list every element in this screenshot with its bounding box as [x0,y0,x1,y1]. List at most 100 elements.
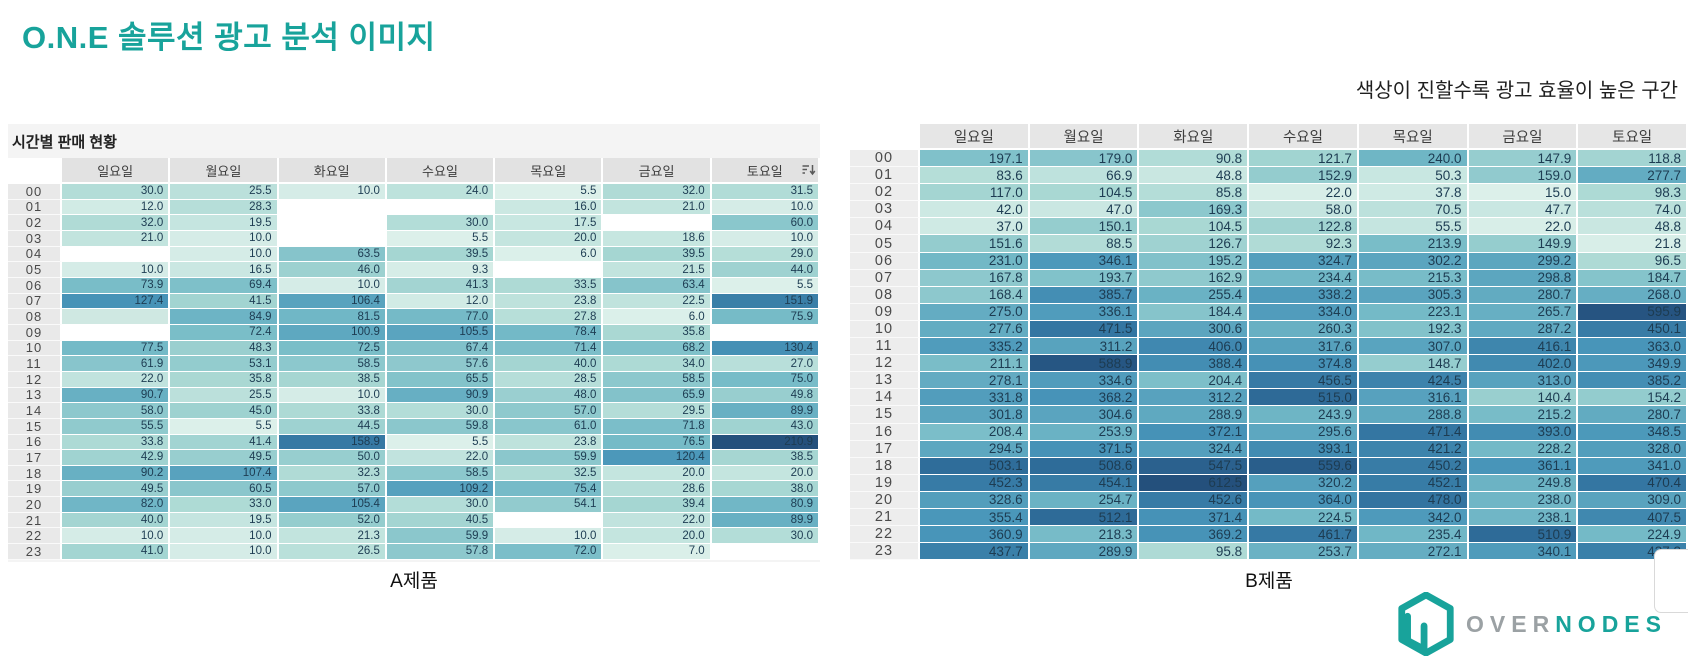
heatmap-cell[interactable]: 126.7 [1139,235,1250,253]
heatmap-cell[interactable]: 213.9 [1358,235,1469,253]
heatmap-cell[interactable]: 75.0 [711,371,820,388]
heatmap-cell[interactable]: 22.0 [1249,184,1359,202]
hour-label[interactable]: 20 [850,491,920,509]
heatmap-cell[interactable]: 151.9 [711,293,820,310]
heatmap-cell[interactable]: 50.0 [278,450,387,466]
heatmap-cell[interactable]: 10.0 [711,199,820,216]
heatmap-cell[interactable]: 16.5 [170,262,279,278]
heatmap-cell[interactable]: 72.4 [170,324,279,341]
heatmap-cell[interactable]: 437.7 [920,543,1030,561]
heatmap-cell[interactable]: 5.5 [386,434,496,451]
heatmap-cell[interactable]: 253.9 [1029,423,1140,441]
heatmap-cell[interactable]: 38.5 [278,371,387,388]
heatmap-cell[interactable]: 341.0 [1578,457,1688,475]
heatmap-cell[interactable]: 19.5 [170,215,279,231]
heatmap-cell[interactable]: 450.2 [1358,457,1469,475]
heatmap-cell[interactable]: 28.6 [603,481,712,498]
heatmap-cell[interactable]: 60.0 [711,215,820,231]
heatmap-cell[interactable]: 223.1 [1358,303,1469,321]
hour-label[interactable]: 05 [8,262,62,278]
heatmap-cell[interactable]: 78.4 [495,324,604,341]
heatmap-cell[interactable]: 75.4 [495,481,604,498]
heatmap-cell[interactable]: 307.0 [1358,338,1469,356]
heatmap-cell[interactable]: 471.5 [1029,320,1140,339]
heatmap-cell[interactable] [278,230,387,247]
heatmap-cell[interactable]: 21.0 [62,230,171,247]
heatmap-cell[interactable]: 508.6 [1029,457,1140,475]
hour-label[interactable]: 01 [8,199,62,216]
heatmap-cell[interactable]: 23.8 [495,434,604,451]
heatmap-cell[interactable]: 32.5 [495,465,604,482]
heatmap-cell[interactable]: 277.6 [920,320,1030,339]
hour-label[interactable]: 03 [850,201,920,219]
heatmap-cell[interactable]: 45.0 [170,403,279,419]
heatmap-cell[interactable]: 61.0 [495,418,604,435]
heatmap-cell[interactable]: 32.3 [278,465,387,482]
heatmap-cell[interactable]: 48.0 [495,387,604,404]
column-header-2[interactable]: 월요일 [1029,124,1140,150]
heatmap-cell[interactable]: 90.7 [62,387,171,404]
heatmap-cell[interactable]: 10.0 [62,262,171,278]
heatmap-cell[interactable]: 83.6 [920,167,1030,185]
heatmap-cell[interactable]: 49.5 [170,450,279,466]
heatmap-cell[interactable]: 60.5 [170,481,279,498]
heatmap-cell[interactable]: 10.0 [170,544,279,560]
heatmap-cell[interactable]: 40.0 [62,512,171,529]
heatmap-cell[interactable]: 210.9 [711,434,820,451]
heatmap-cell[interactable]: 243.9 [1249,406,1359,424]
heatmap-cell[interactable]: 215.2 [1468,406,1579,424]
heatmap-cell[interactable]: 238.0 [1468,491,1579,509]
heatmap-cell[interactable]: 61.9 [62,356,171,372]
heatmap-cell[interactable]: 253.7 [1249,543,1359,561]
heatmap-cell[interactable]: 298.8 [1468,269,1579,287]
heatmap-cell[interactable]: 15.0 [1468,184,1579,202]
hour-label[interactable]: 05 [850,235,920,253]
heatmap-cell[interactable]: 385.7 [1029,286,1140,304]
heatmap-cell[interactable]: 268.0 [1578,286,1688,304]
heatmap-cell[interactable]: 6.0 [603,309,712,325]
heatmap-cell[interactable]: 197.1 [920,150,1030,168]
heatmap-cell[interactable]: 421.2 [1358,440,1469,458]
heatmap-cell[interactable]: 363.0 [1578,338,1688,356]
heatmap-cell[interactable]: 25.5 [170,184,279,200]
heatmap-cell[interactable]: 147.9 [1468,150,1579,168]
heatmap-cell[interactable]: 299.2 [1468,252,1579,270]
heatmap-cell[interactable]: 328.6 [920,491,1030,509]
heatmap-cell[interactable]: 195.2 [1139,252,1250,270]
heatmap-cell[interactable]: 204.4 [1139,372,1250,390]
heatmap-cell[interactable]: 88.5 [1029,235,1140,253]
heatmap-cell[interactable]: 16.0 [495,199,604,216]
heatmap-cell[interactable]: 90.8 [1139,150,1250,168]
heatmap-cell[interactable]: 39.5 [603,246,712,263]
heatmap-cell[interactable]: 311.2 [1029,338,1140,356]
heatmap-cell[interactable]: 260.3 [1249,320,1359,339]
hour-label[interactable]: 09 [8,325,62,341]
heatmap-cell[interactable]: 231.0 [920,252,1030,270]
heatmap-cell[interactable]: 324.7 [1249,252,1359,270]
heatmap-cell[interactable]: 68.2 [603,340,712,357]
heatmap-cell[interactable]: 454.1 [1029,474,1140,492]
heatmap-cell[interactable]: 71.8 [603,418,712,435]
heatmap-cell[interactable]: 22.0 [603,512,712,529]
hour-label[interactable]: 17 [8,450,62,466]
heatmap-cell[interactable]: 41.3 [386,277,496,294]
heatmap-cell[interactable]: 41.4 [170,434,279,451]
heatmap-cell[interactable]: 65.5 [386,371,496,388]
hour-label[interactable]: 07 [8,293,62,310]
heatmap-cell[interactable]: 334.0 [1249,303,1359,321]
heatmap-cell[interactable]: 169.3 [1139,201,1250,219]
heatmap-cell[interactable]: 154.2 [1578,389,1688,407]
hour-label[interactable]: 06 [850,252,920,270]
hour-label[interactable]: 18 [850,457,920,475]
heatmap-cell[interactable]: 82.0 [62,497,171,513]
heatmap-cell[interactable]: 21.3 [278,528,387,545]
hour-label[interactable]: 08 [8,309,62,325]
heatmap-cell[interactable] [386,199,496,216]
heatmap-cell[interactable]: 452.1 [1358,474,1469,492]
heatmap-cell[interactable]: 10.0 [170,230,279,247]
heatmap-cell[interactable]: 10.0 [278,184,387,200]
column-header-7[interactable]: 토요일 [1578,124,1688,150]
heatmap-cell[interactable]: 452.3 [920,474,1030,492]
hour-label[interactable]: 19 [850,474,920,492]
heatmap-cell[interactable]: 66.9 [1029,167,1140,185]
